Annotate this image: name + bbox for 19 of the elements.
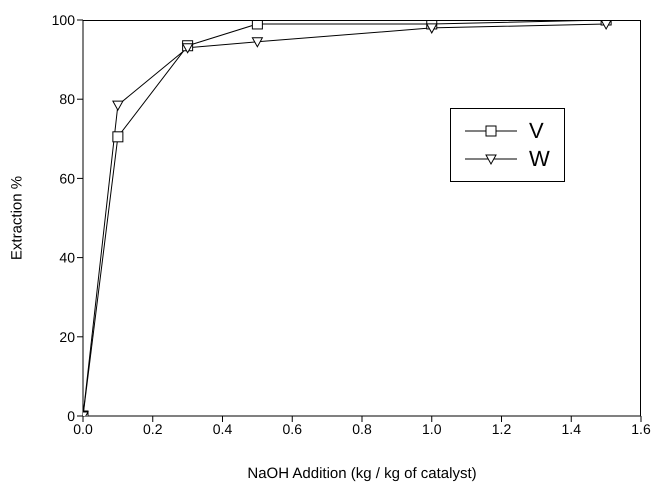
- x-tick-label: 1.0: [422, 420, 442, 437]
- y-tick-label: 20: [59, 328, 76, 345]
- x-tick-label: 0.0: [73, 420, 93, 437]
- x-tick-label: 0.2: [143, 420, 163, 437]
- legend-label: W: [529, 146, 550, 172]
- x-tick-label: 1.4: [562, 420, 582, 437]
- x-tick-label: 0.4: [212, 420, 232, 437]
- x-tick-label: 1.2: [492, 420, 512, 437]
- x-tick-label: 1.6: [631, 420, 651, 437]
- y-tick-label: 0: [67, 408, 76, 424]
- y-tick-label: 80: [59, 91, 76, 108]
- y-tick-label: 40: [59, 250, 76, 266]
- x-tick-label: 0.6: [282, 420, 302, 437]
- x-tick-label: 0.8: [352, 420, 372, 437]
- y-tick-label: 100: [52, 12, 76, 28]
- legend-label: V: [529, 118, 544, 144]
- y-axis-title: Extraction %: [8, 176, 26, 260]
- y-tick-label: 60: [59, 170, 76, 186]
- x-axis-title: NaOH Addition (kg / kg of catalyst): [247, 465, 477, 482]
